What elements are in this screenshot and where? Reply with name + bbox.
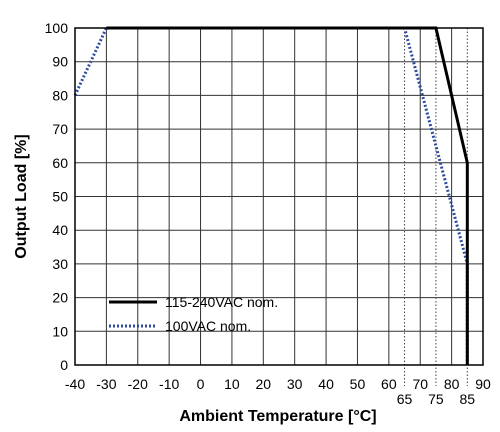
y-tick-label: 0 bbox=[60, 357, 68, 373]
legend-label: 115-240VAC nom. bbox=[165, 294, 278, 310]
y-tick-label: 90 bbox=[52, 54, 68, 70]
x-tick-label: -30 bbox=[96, 376, 116, 392]
x-tick-label: -10 bbox=[159, 376, 179, 392]
y-tick-label: 100 bbox=[45, 20, 69, 36]
x-tick-label: 40 bbox=[318, 376, 334, 392]
x-tick-labels: -40 -30 -20 -10 0 10 20 30 40 50 60 70 80 90 65 75 85 bbox=[65, 376, 491, 407]
y-axis-title: Output Load [%] bbox=[13, 134, 30, 258]
y-tick-label: 20 bbox=[52, 290, 68, 306]
x-tick-label: 90 bbox=[475, 376, 491, 392]
x-tick-label: -20 bbox=[128, 376, 148, 392]
x-tick-label-extra: 85 bbox=[460, 391, 476, 407]
y-tick-label: 60 bbox=[52, 155, 68, 171]
y-tick-label: 80 bbox=[52, 87, 68, 103]
x-tick-label: 60 bbox=[381, 376, 397, 392]
y-tick-label: 40 bbox=[52, 222, 68, 238]
x-tick-label: 30 bbox=[287, 376, 303, 392]
grid bbox=[74, 27, 484, 366]
x-tick-label-extra: 65 bbox=[397, 391, 413, 407]
x-tick-label: 80 bbox=[444, 376, 460, 392]
y-tick-label: 10 bbox=[52, 323, 68, 339]
y-tick-labels: 0 10 20 30 40 50 60 70 80 90 100 bbox=[45, 20, 69, 373]
x-tick-label: 50 bbox=[350, 376, 366, 392]
x-axis-title: Ambient Temperature [°C] bbox=[179, 408, 376, 425]
x-tick-label: 20 bbox=[256, 376, 272, 392]
x-tick-label: 70 bbox=[412, 376, 428, 392]
reference-lines bbox=[404, 28, 468, 386]
legend-label: 100VAC nom. bbox=[165, 318, 251, 334]
y-tick-label: 70 bbox=[52, 121, 68, 137]
x-tick-label: 10 bbox=[224, 376, 240, 392]
legend: 115-240VAC nom. 100VAC nom. bbox=[109, 294, 278, 334]
x-tick-label: 0 bbox=[197, 376, 205, 392]
y-tick-label: 50 bbox=[52, 189, 68, 205]
x-tick-label-extra: 75 bbox=[428, 391, 444, 407]
plot-frame bbox=[74, 27, 484, 366]
y-tick-label: 30 bbox=[52, 256, 68, 272]
x-tick-label: -40 bbox=[65, 376, 85, 392]
